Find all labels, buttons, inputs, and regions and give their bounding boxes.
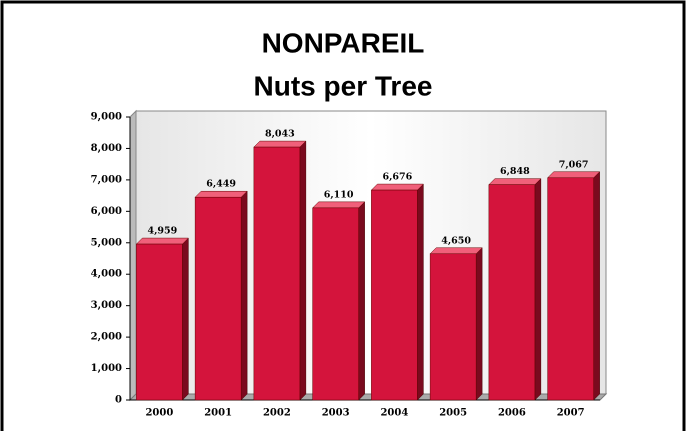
x-tick-label: 2001	[204, 408, 232, 419]
bar	[488, 184, 536, 401]
bar-top	[253, 140, 307, 148]
bar-side	[417, 183, 424, 401]
bar-top	[194, 190, 248, 198]
x-tick-label: 2005	[439, 408, 467, 419]
x-tick-label: 2006	[498, 408, 526, 419]
value-label: 6,676	[383, 172, 413, 183]
x-tick-label: 2004	[380, 408, 408, 419]
bar-top	[312, 201, 366, 209]
x-tick-label: 2000	[145, 408, 173, 419]
bar-top	[370, 183, 424, 191]
bar-side	[593, 171, 600, 401]
bar-side	[534, 178, 542, 401]
x-tick-label: 2003	[322, 408, 350, 419]
value-label: 6,848	[500, 166, 530, 177]
value-label: 6,449	[206, 179, 236, 190]
bar	[429, 253, 477, 401]
y-tick-label: 5,000	[91, 237, 122, 248]
y-tick-label: 2,000	[91, 332, 122, 343]
bar	[253, 146, 301, 401]
chart-subtitle: Nuts per Tree	[254, 70, 433, 101]
bar-side	[358, 201, 365, 401]
y-tick-label: 4,000	[91, 269, 122, 280]
y-tick-label: 8,000	[91, 143, 122, 154]
bar-side	[182, 237, 189, 401]
value-label: 4,959	[148, 226, 178, 237]
bar-side	[240, 190, 248, 401]
y-tick-label: 0	[115, 395, 122, 406]
y-tick-label: 9,000	[91, 112, 122, 123]
bar	[312, 207, 359, 401]
bar	[547, 177, 594, 401]
x-tick-label: 2007	[557, 408, 585, 419]
y-tick-label: 6,000	[91, 206, 122, 217]
value-label: 7,067	[559, 159, 589, 170]
bar	[194, 196, 242, 401]
y-tick-label: 1,000	[91, 363, 122, 374]
value-label: 8,043	[265, 129, 295, 140]
bar-side	[475, 247, 483, 401]
bar	[371, 189, 418, 401]
value-label: 4,650	[441, 235, 471, 246]
bar-top	[135, 237, 189, 245]
chart-title: NONPAREIL	[262, 27, 425, 58]
bar-top	[429, 247, 483, 255]
bar-top	[547, 171, 601, 179]
bar-side	[299, 140, 307, 401]
bar-top	[488, 178, 542, 185]
y-tick-label: 3,000	[91, 300, 122, 311]
side-wall	[129, 109, 137, 402]
bar	[136, 243, 183, 401]
x-tick-label: 2002	[263, 408, 291, 419]
value-label: 6,110	[324, 189, 354, 200]
y-tick-label: 7,000	[91, 174, 122, 185]
